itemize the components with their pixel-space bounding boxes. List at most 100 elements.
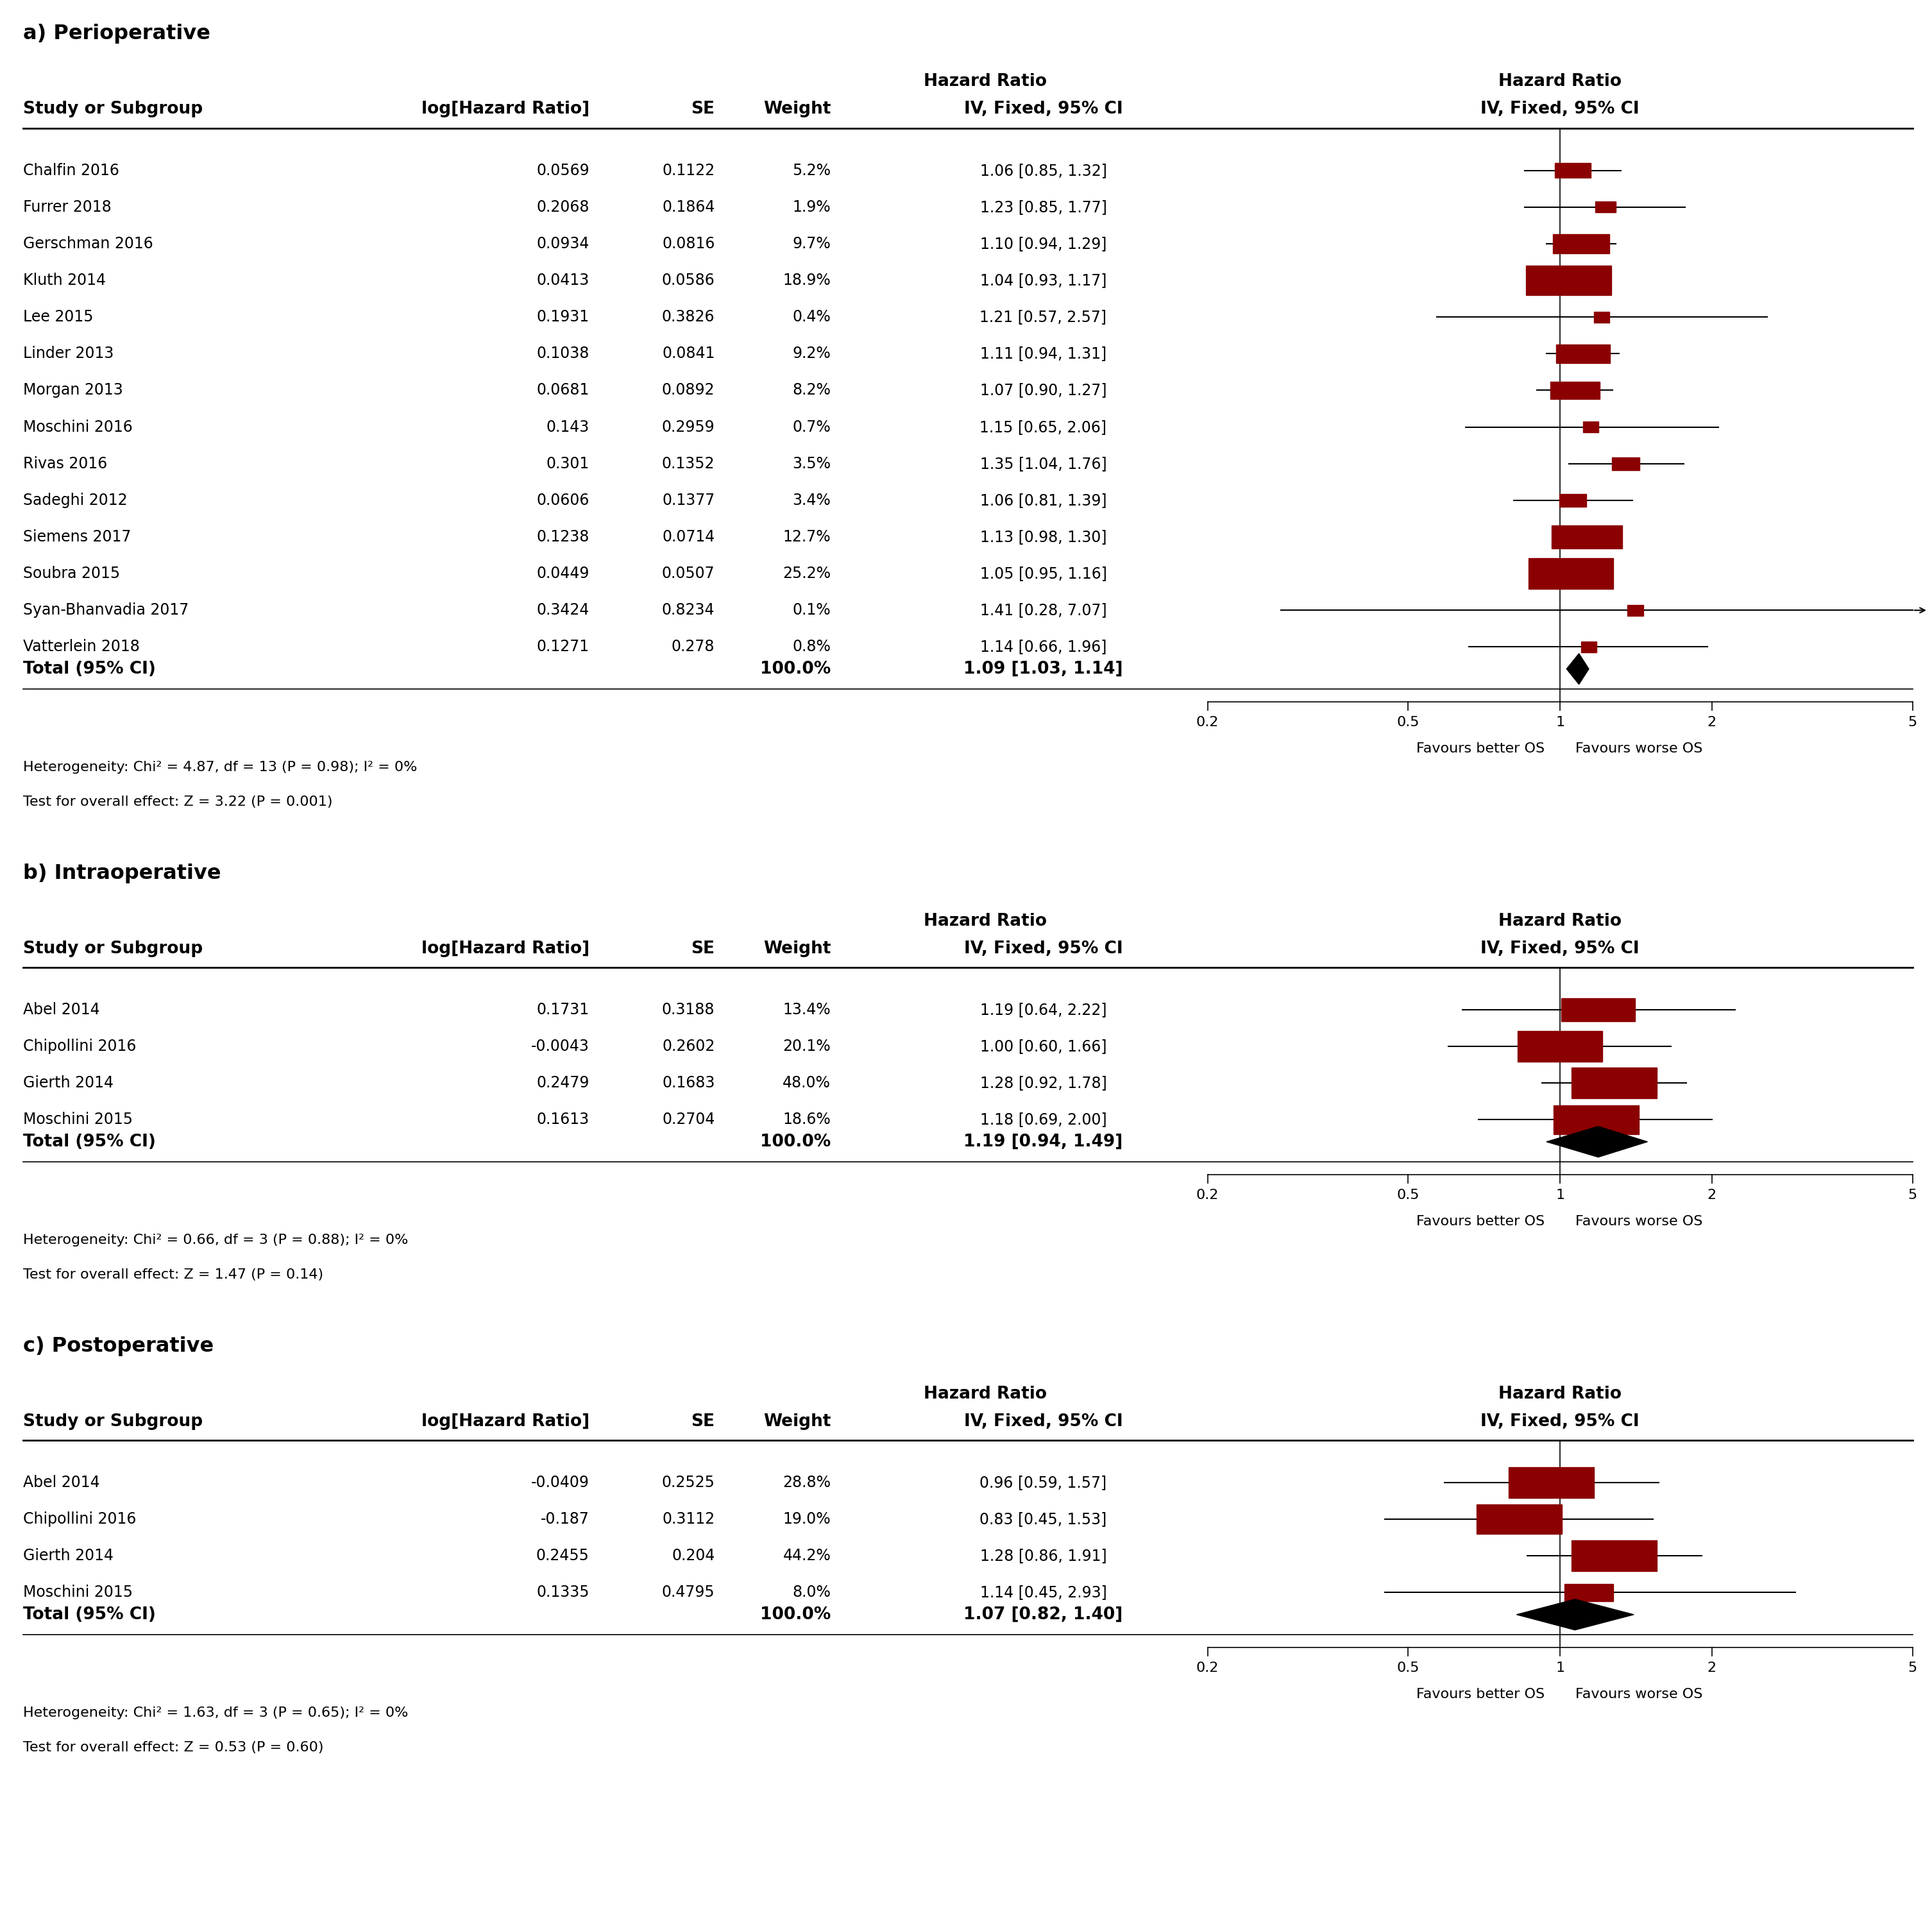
- Bar: [1559, 494, 1586, 507]
- Text: c) Postoperative: c) Postoperative: [23, 1336, 214, 1355]
- Text: 12.7%: 12.7%: [782, 530, 831, 545]
- Text: 100.0%: 100.0%: [759, 1134, 831, 1149]
- Text: 0.3424: 0.3424: [537, 602, 589, 618]
- Text: Total (95% CI): Total (95% CI): [23, 661, 156, 677]
- Text: Total (95% CI): Total (95% CI): [23, 1607, 156, 1622]
- Text: IV, Fixed, 95% CI: IV, Fixed, 95% CI: [964, 101, 1122, 118]
- Text: 2: 2: [1708, 1189, 1716, 1201]
- Text: 0.3188: 0.3188: [663, 1003, 715, 1018]
- Text: Moschini 2015: Moschini 2015: [23, 1586, 133, 1601]
- Bar: [1555, 164, 1590, 177]
- Text: 1.07 [0.82, 1.40]: 1.07 [0.82, 1.40]: [964, 1607, 1122, 1622]
- Text: Hazard Ratio: Hazard Ratio: [923, 72, 1047, 90]
- Text: 5.2%: 5.2%: [792, 162, 831, 177]
- Text: 1: 1: [1555, 1189, 1565, 1201]
- Text: Abel 2014: Abel 2014: [23, 1003, 100, 1018]
- Text: 8.2%: 8.2%: [792, 383, 831, 398]
- Text: 1: 1: [1555, 1662, 1565, 1673]
- Text: 0.1352: 0.1352: [663, 456, 715, 471]
- Text: 0.143: 0.143: [547, 419, 589, 435]
- Text: 0.0569: 0.0569: [537, 162, 589, 177]
- Bar: [1627, 604, 1642, 616]
- Text: Hazard Ratio: Hazard Ratio: [923, 1386, 1047, 1403]
- Text: Favours worse OS: Favours worse OS: [1577, 1689, 1702, 1700]
- Text: Linder 2013: Linder 2013: [23, 347, 114, 362]
- Text: -0.0409: -0.0409: [531, 1475, 589, 1490]
- Text: 0.1122: 0.1122: [663, 162, 715, 177]
- Bar: [1476, 1504, 1561, 1534]
- Text: 0.2525: 0.2525: [661, 1475, 715, 1490]
- Text: Vatterlein 2018: Vatterlein 2018: [23, 639, 139, 654]
- Polygon shape: [1546, 1126, 1648, 1157]
- Text: 0.3112: 0.3112: [663, 1511, 715, 1527]
- Bar: [1526, 265, 1611, 295]
- Text: 0.0714: 0.0714: [663, 530, 715, 545]
- Bar: [1553, 234, 1609, 253]
- Text: 1.07 [0.90, 1.27]: 1.07 [0.90, 1.27]: [980, 383, 1107, 398]
- Text: 1.19 [0.94, 1.49]: 1.19 [0.94, 1.49]: [964, 1134, 1122, 1149]
- Text: Gierth 2014: Gierth 2014: [23, 1548, 114, 1563]
- Text: 1: 1: [1555, 717, 1565, 728]
- Text: 1.14 [0.66, 1.96]: 1.14 [0.66, 1.96]: [980, 639, 1107, 654]
- Text: 1.28 [0.92, 1.78]: 1.28 [0.92, 1.78]: [980, 1075, 1107, 1090]
- Text: 18.6%: 18.6%: [782, 1111, 831, 1128]
- Text: Chalfin 2016: Chalfin 2016: [23, 162, 120, 177]
- Bar: [1582, 421, 1598, 433]
- Text: 0.2455: 0.2455: [535, 1548, 589, 1563]
- Text: 0.5: 0.5: [1397, 1662, 1420, 1673]
- Text: Total (95% CI): Total (95% CI): [23, 1134, 156, 1149]
- Text: Test for overall effect: Z = 0.53 (P = 0.60): Test for overall effect: Z = 0.53 (P = 0…: [23, 1740, 325, 1754]
- Bar: [1571, 1540, 1656, 1571]
- Text: 9.7%: 9.7%: [792, 236, 831, 252]
- Bar: [1571, 1067, 1656, 1098]
- Bar: [1596, 202, 1615, 213]
- Text: 0.8%: 0.8%: [792, 639, 831, 654]
- Text: 1.41 [0.28, 7.07]: 1.41 [0.28, 7.07]: [980, 602, 1107, 618]
- Text: 0.3826: 0.3826: [663, 309, 715, 324]
- Text: SE: SE: [692, 101, 715, 118]
- Text: 13.4%: 13.4%: [782, 1003, 831, 1018]
- Text: 1.04 [0.93, 1.17]: 1.04 [0.93, 1.17]: [980, 273, 1107, 288]
- Text: 0.1038: 0.1038: [537, 347, 589, 362]
- Text: 0.0449: 0.0449: [537, 566, 589, 581]
- Text: 0.1931: 0.1931: [537, 309, 589, 324]
- Text: Morgan 2013: Morgan 2013: [23, 383, 124, 398]
- Text: 25.2%: 25.2%: [782, 566, 831, 581]
- Text: 0.2: 0.2: [1196, 1189, 1219, 1201]
- Text: 0.1335: 0.1335: [537, 1586, 589, 1601]
- Text: Abel 2014: Abel 2014: [23, 1475, 100, 1490]
- Text: 0.1731: 0.1731: [537, 1003, 589, 1018]
- Bar: [1553, 1105, 1638, 1134]
- Bar: [1555, 345, 1609, 364]
- Text: Test for overall effect: Z = 3.22 (P = 0.001): Test for overall effect: Z = 3.22 (P = 0…: [23, 795, 332, 808]
- Text: Weight: Weight: [763, 101, 831, 118]
- Text: 3.5%: 3.5%: [792, 456, 831, 471]
- Polygon shape: [1567, 654, 1588, 684]
- Text: 19.0%: 19.0%: [782, 1511, 831, 1527]
- Text: -0.187: -0.187: [541, 1511, 589, 1527]
- Text: 1.00 [0.60, 1.66]: 1.00 [0.60, 1.66]: [980, 1039, 1107, 1054]
- Text: IV, Fixed, 95% CI: IV, Fixed, 95% CI: [964, 1412, 1122, 1430]
- Text: 28.8%: 28.8%: [782, 1475, 831, 1490]
- Text: Hazard Ratio: Hazard Ratio: [1499, 1386, 1621, 1403]
- Text: 0.0507: 0.0507: [663, 566, 715, 581]
- Text: Favours better OS: Favours better OS: [1416, 741, 1546, 755]
- Text: Kluth 2014: Kluth 2014: [23, 273, 106, 288]
- Text: 8.0%: 8.0%: [792, 1586, 831, 1601]
- Text: Favours worse OS: Favours worse OS: [1577, 741, 1702, 755]
- Text: 1.23 [0.85, 1.77]: 1.23 [0.85, 1.77]: [980, 200, 1107, 215]
- Bar: [1549, 381, 1600, 398]
- Text: Furrer 2018: Furrer 2018: [23, 200, 112, 215]
- Bar: [1509, 1468, 1594, 1498]
- Bar: [1611, 457, 1640, 471]
- Bar: [1528, 558, 1613, 589]
- Text: 2: 2: [1708, 1662, 1716, 1673]
- Text: Chipollini 2016: Chipollini 2016: [23, 1511, 137, 1527]
- Text: 0.0841: 0.0841: [663, 347, 715, 362]
- Text: Heterogeneity: Chi² = 4.87, df = 13 (P = 0.98); I² = 0%: Heterogeneity: Chi² = 4.87, df = 13 (P =…: [23, 760, 417, 774]
- Text: IV, Fixed, 95% CI: IV, Fixed, 95% CI: [964, 940, 1122, 957]
- Text: Hazard Ratio: Hazard Ratio: [1499, 72, 1621, 90]
- Text: Syan-Bhanvadia 2017: Syan-Bhanvadia 2017: [23, 602, 189, 618]
- Text: IV, Fixed, 95% CI: IV, Fixed, 95% CI: [1480, 940, 1640, 957]
- Text: 100.0%: 100.0%: [759, 661, 831, 677]
